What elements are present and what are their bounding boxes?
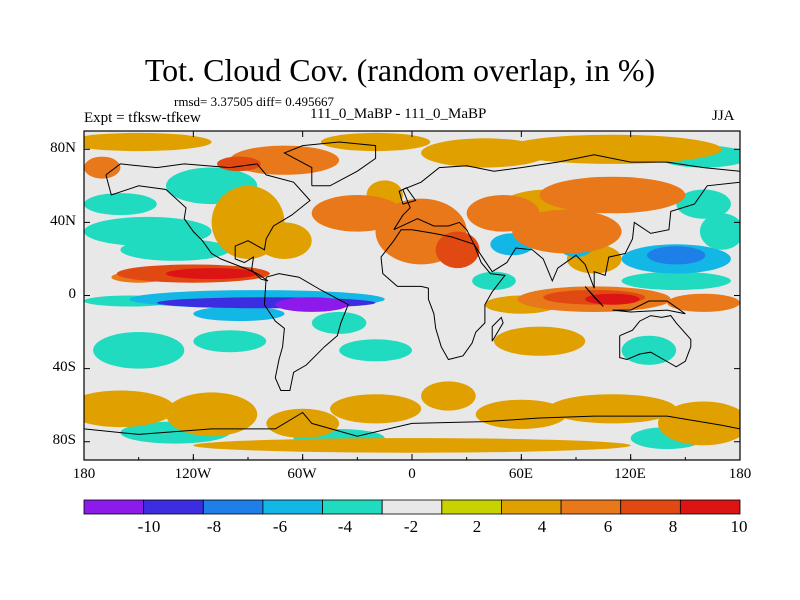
colorbar-label: 2 xyxy=(472,517,482,536)
cloud-anomaly-patch xyxy=(435,231,480,269)
cloud-anomaly-patch xyxy=(421,381,476,411)
cloud-anomaly-patch xyxy=(512,209,622,254)
continent-outline xyxy=(612,300,686,315)
continent-outline xyxy=(84,411,740,437)
tick-layer xyxy=(83,131,741,460)
lat-label-0: 0 xyxy=(68,286,77,302)
continent-outline xyxy=(393,154,740,289)
colorbar-box xyxy=(322,499,383,515)
figure-title: Tot. Cloud Cov. (random overlap, in %) xyxy=(144,52,656,88)
colorbar-box xyxy=(441,499,502,515)
continent-outline xyxy=(105,163,311,282)
colorbar-box xyxy=(143,499,204,515)
lon-label-0: 0 xyxy=(408,466,416,482)
cloud-anomaly-patch xyxy=(266,408,340,438)
lat-label-40n: 40N xyxy=(50,213,76,229)
continent-outline xyxy=(619,315,692,368)
cloud-anomaly-patch xyxy=(330,394,422,424)
cloud-anomaly-patch xyxy=(667,293,740,312)
cloud-anomaly-patch xyxy=(419,202,449,225)
lon-label-180e: 180 xyxy=(728,466,752,482)
colorbar-label: -6 xyxy=(272,517,288,536)
cloud-anomaly-patch xyxy=(493,326,586,356)
colorbar-label: -8 xyxy=(206,517,222,536)
colorbar-label: 10 xyxy=(730,517,748,536)
continent-outline xyxy=(398,187,417,205)
cloud-anomaly-patch xyxy=(166,268,258,280)
colorbar-box xyxy=(381,499,443,515)
cloud-anomaly-patch xyxy=(658,401,740,446)
lon-label-120e: 120E xyxy=(614,466,646,482)
colorbar-label: 6 xyxy=(603,517,613,536)
cloud-anomaly-patch xyxy=(676,189,731,219)
cloud-anomaly-patch xyxy=(166,392,258,437)
cloud-anomaly-patch xyxy=(84,216,212,247)
colorbar-label: -2 xyxy=(403,517,419,536)
lon-label-120w: 120W xyxy=(174,466,212,482)
lat-label-80n: 80N xyxy=(50,140,76,156)
colorbar-label: 4 xyxy=(537,517,547,536)
continent-outline xyxy=(491,316,504,342)
colorbar-box xyxy=(560,499,622,515)
cloud-anomaly-patch xyxy=(472,271,516,290)
cloud-anomaly-patch xyxy=(193,306,285,322)
colorbar-box xyxy=(679,499,741,515)
colorbar-label: -4 xyxy=(337,517,353,536)
stats-text: rmsd= 3.37505 diff= 0.495667 xyxy=(174,94,334,109)
cloud-anomaly-patch xyxy=(647,246,706,265)
cloud-anomaly-patch xyxy=(539,176,686,214)
cloud-anomaly-patch xyxy=(621,271,731,290)
continent-outline xyxy=(584,286,604,307)
continent-outline xyxy=(263,273,349,391)
cloud-anomaly-patch xyxy=(193,438,631,453)
cloud-anomaly-patch xyxy=(339,339,412,362)
cloud-anomaly-patch xyxy=(311,311,367,334)
cloud-anomaly-patch xyxy=(84,156,121,179)
cloud-anomaly-patch xyxy=(93,332,185,369)
colorbar-box xyxy=(501,499,562,515)
colorbar-label: -10 xyxy=(137,517,161,536)
cloud-anomaly-patch xyxy=(193,330,267,353)
cloud-anomaly-patch xyxy=(475,399,567,429)
lat-label-80s: 80S xyxy=(52,432,76,448)
cloud-anomaly-patch xyxy=(84,390,176,428)
field-layer xyxy=(84,131,740,460)
colorbar xyxy=(83,499,741,515)
experiment-label: Expt = tfksw-tfkew xyxy=(84,110,201,126)
cloud-anomaly-patch xyxy=(548,394,677,424)
colorbar-label: 8 xyxy=(668,517,678,536)
cloud-anomaly-patch xyxy=(84,132,212,152)
cloud-anomaly-patch xyxy=(320,132,431,152)
colorbar-box xyxy=(262,499,323,515)
cloud-anomaly-patch xyxy=(84,193,157,216)
colorbar-box xyxy=(202,499,264,515)
cloud-anomaly-patch xyxy=(257,222,312,259)
cloud-anomaly-patch xyxy=(699,213,740,250)
cloud-anomaly-patch xyxy=(120,238,230,261)
lon-label-60w: 60W xyxy=(287,466,317,482)
lat-label-40s: 40S xyxy=(52,359,76,375)
land-outline-layer xyxy=(84,141,740,437)
cloud-anomaly-patch xyxy=(275,297,349,312)
cloud-anomaly-patch xyxy=(503,134,722,164)
continent-outline xyxy=(380,229,506,361)
season-label: JJA xyxy=(712,108,735,124)
lon-label-180w: 180 xyxy=(72,466,96,482)
colorbar-box xyxy=(83,499,145,515)
runs-label: 111_0_MaBP - 111_0_MaBP xyxy=(310,106,487,122)
continent-outline xyxy=(283,141,377,187)
colorbar-box xyxy=(620,499,681,515)
cloud-anomaly-patch xyxy=(621,335,677,365)
lon-label-60e: 60E xyxy=(508,466,534,482)
